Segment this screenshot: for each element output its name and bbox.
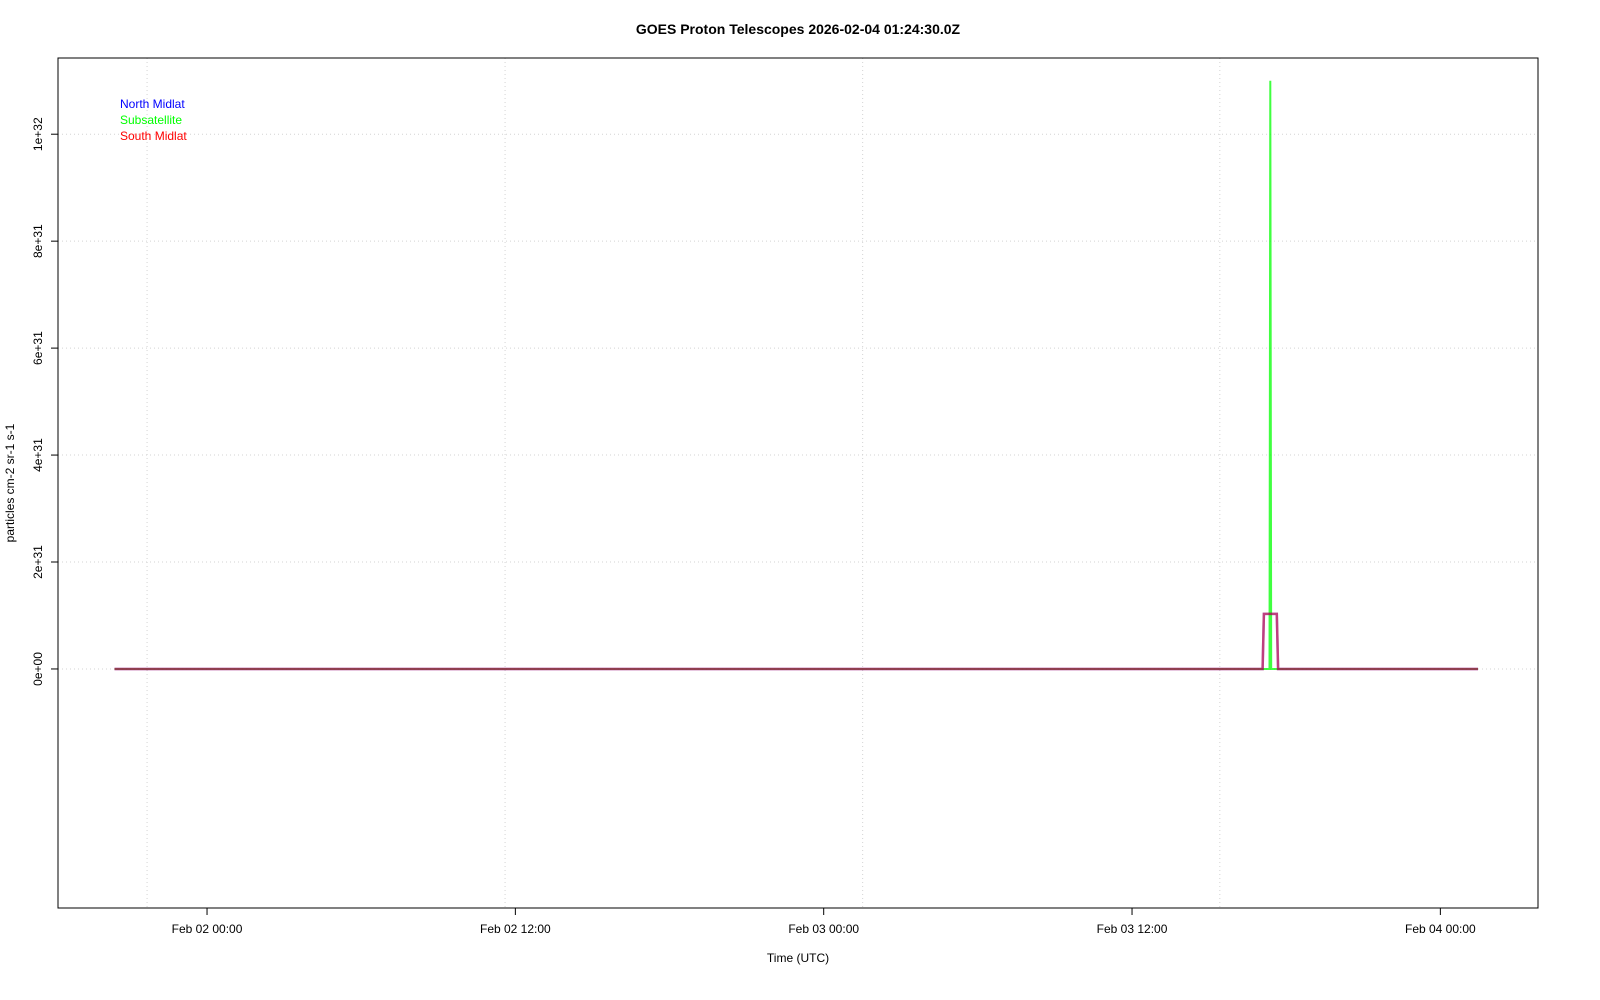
y-tick-label: 4e+31 [31, 438, 45, 472]
legend-entry: South Midlat [120, 129, 187, 143]
x-axis: Feb 02 00:00 Feb 02 12:00 Feb 03 00:00 Feb … [172, 908, 1476, 936]
y-tick-label: 6e+31 [31, 331, 45, 365]
plot-frame [57, 57, 1539, 909]
x-tick-label: Feb 02 00:00 [172, 922, 243, 936]
x-tick-label: Feb 02 12:00 [480, 922, 551, 936]
grid [58, 58, 1538, 908]
legend: North Midlat Subsatellite South Midlat [120, 97, 187, 143]
y-tick-label: 1e+32 [31, 117, 45, 151]
x-tick-label: Feb 04 00:00 [1405, 922, 1476, 936]
x-axis-label: Time (UTC) [767, 951, 829, 965]
chart-title: GOES Proton Telescopes 2026-02-04 01:24:… [636, 21, 961, 37]
y-tick-label: 8e+31 [31, 224, 45, 258]
series-lines [114, 80, 1478, 671]
series-line-north-midlat [114, 612, 1478, 671]
legend-entry: North Midlat [120, 97, 185, 111]
series-line-subsatellite [114, 80, 1478, 670]
y-tick-label: 2e+31 [31, 545, 45, 579]
y-tick-label: 0e+00 [31, 652, 45, 686]
y-axis-label: particles cm-2 sr-1 s-1 [3, 423, 17, 542]
legend-entry: Subsatellite [120, 113, 182, 127]
x-tick-label: Feb 03 12:00 [1097, 922, 1168, 936]
x-tick-label: Feb 03 00:00 [788, 922, 859, 936]
y-axis: 0e+00 2e+31 4e+31 6e+31 8e+31 1e+32 [31, 117, 58, 686]
series-line-south-midlat [114, 612, 1478, 671]
